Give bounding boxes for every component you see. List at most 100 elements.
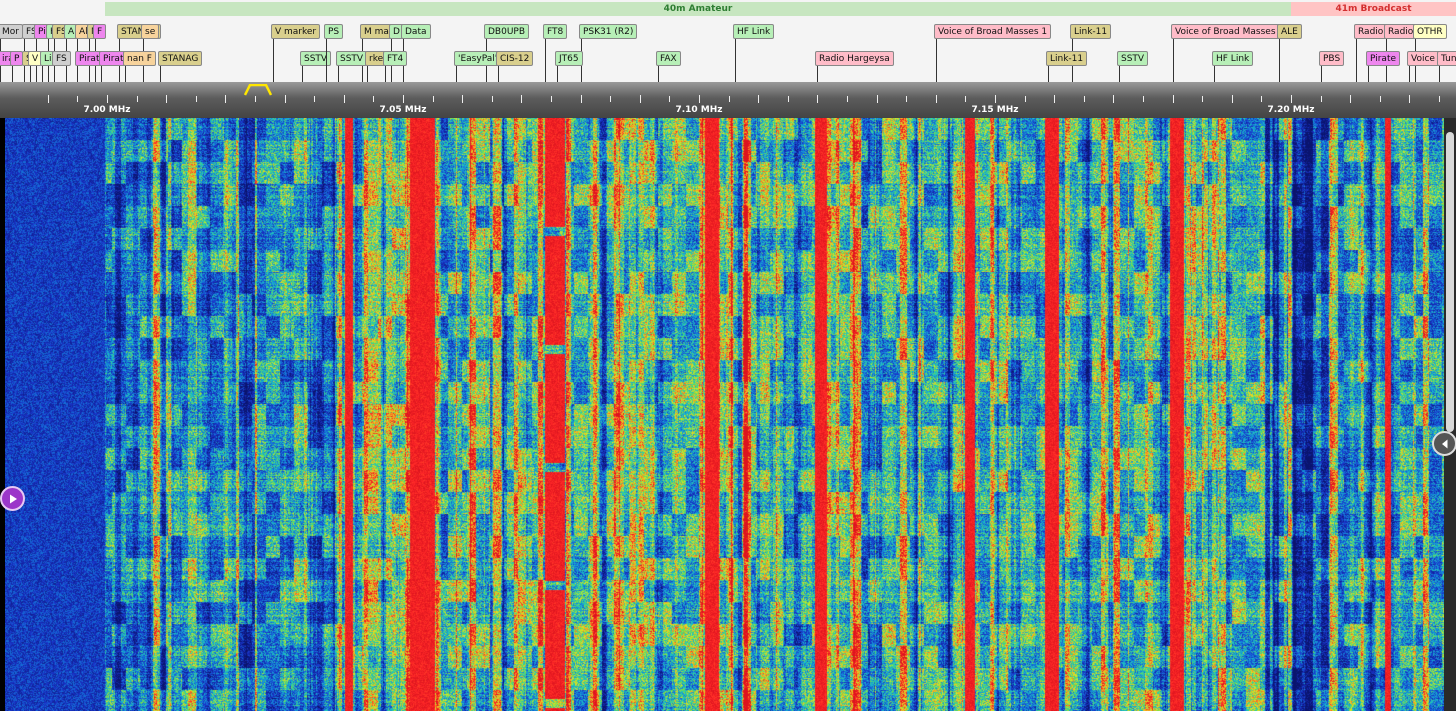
scale-tick (1173, 95, 1174, 103)
scale-tick (521, 95, 522, 103)
scale-tick (77, 96, 78, 102)
station-labels: MorFSPirHFFSAAlMFSTANAGseiraPSVLiFSPirat… (0, 18, 1456, 82)
station-label-stanag[interactable]: STANAG (158, 51, 203, 66)
station-label-easypal[interactable]: 'EasyPal' (454, 51, 502, 66)
scale-tick (847, 96, 848, 102)
station-marker-line (0, 65, 1, 82)
scale-tick (817, 95, 818, 103)
band-bar: 40m Amateur 41m Broadcast (0, 0, 1456, 18)
scale-tick (166, 95, 167, 103)
station-marker-line (1279, 38, 1280, 82)
scrollbar-thumb[interactable] (1446, 132, 1454, 432)
scale-tick (965, 96, 966, 102)
passband-indicator[interactable] (244, 84, 272, 96)
scale-tick (433, 96, 434, 102)
station-marker-line (30, 65, 31, 82)
scale-tick (1439, 96, 1440, 102)
station-label-ale[interactable]: ALE (1277, 24, 1302, 39)
station-marker-line (273, 38, 274, 82)
scale-tick (225, 95, 226, 103)
play-button[interactable] (0, 486, 25, 511)
station-marker-line (1173, 38, 1174, 82)
station-label-data[interactable]: Data (401, 24, 431, 39)
scale-tick (788, 96, 789, 102)
scale-tick (581, 95, 582, 103)
station-marker-line (1356, 38, 1357, 82)
station-label-hf-link[interactable]: HF Link (733, 24, 775, 39)
scale-tick (1202, 96, 1203, 102)
station-label-db0upb[interactable]: DB0UPB (484, 24, 530, 39)
scale-tick (669, 96, 670, 102)
scale-tick (1380, 96, 1381, 102)
waterfall-display[interactable] (0, 118, 1456, 711)
station-label-jt65[interactable]: JT65 (555, 51, 583, 66)
scale-tick (344, 95, 345, 103)
station-label-pirate[interactable]: Pirate (1366, 51, 1401, 66)
chevron-left-circle-icon (1441, 439, 1447, 448)
station-label-sstv[interactable]: SSTV (300, 51, 332, 66)
station-label-psk31-r2[interactable]: PSK31 (R2) (579, 24, 638, 39)
scale-tick (936, 95, 937, 103)
station-label-sstv[interactable]: SSTV (1117, 51, 1149, 66)
station-marker-line (817, 65, 818, 82)
scale-tick (1084, 96, 1085, 102)
station-label-link-11[interactable]: Link-11 (1046, 51, 1088, 66)
station-marker-line (735, 38, 736, 82)
station-label-ft4[interactable]: FT4 (383, 51, 408, 66)
station-marker-line (1368, 65, 1369, 82)
station-label-f[interactable]: F (93, 24, 107, 39)
scale-tick (255, 96, 256, 102)
station-label-tun-rac-tv[interactable]: Tun Rac TV (1437, 51, 1456, 66)
scale-tick (196, 96, 197, 102)
band-40m-amateur[interactable]: 40m Amateur (105, 2, 1291, 16)
station-marker-line (24, 65, 25, 82)
station-marker-line (1119, 65, 1120, 82)
station-label-ft8[interactable]: FT8 (543, 24, 568, 39)
collapse-panel-button[interactable] (1432, 431, 1456, 456)
station-label-sstv[interactable]: SSTV (336, 51, 368, 66)
station-label-voice-of-broad-masses-1[interactable]: Voice of Broad Masses 1 (934, 24, 1052, 39)
band-41m-broadcast[interactable]: 41m Broadcast (1291, 2, 1456, 16)
waterfall-scrollbar[interactable] (1444, 118, 1456, 711)
station-label-link-11[interactable]: Link-11 (1070, 24, 1112, 39)
scale-tick (1113, 95, 1114, 103)
station-label-fs[interactable]: FS (52, 51, 71, 66)
station-label-voice-of-broad-masses-2[interactable]: Voice of Broad Masses 2 (1171, 24, 1289, 39)
station-label-radio-hargeysa[interactable]: Radio Hargeysa (815, 51, 894, 66)
station-label-nan-f[interactable]: nan F (123, 51, 156, 66)
station-label-radio[interactable]: Radio (1354, 24, 1388, 39)
station-label-v-marker[interactable]: V marker (271, 24, 321, 39)
station-label-othr[interactable]: OTHR (1413, 24, 1447, 39)
station-marker-line (367, 65, 368, 82)
station-marker-line (77, 65, 78, 82)
scale-tick (48, 95, 49, 103)
scale-tick (1143, 96, 1144, 102)
station-label-ps[interactable]: PS (324, 24, 344, 39)
station-label-mor[interactable]: Mor (0, 24, 23, 39)
station-marker-line (658, 65, 659, 82)
station-label-hf-link[interactable]: HF Link (1212, 51, 1254, 66)
waterfall-left-edge (0, 118, 5, 711)
scale-tick (462, 95, 463, 103)
frequency-scale[interactable]: 7.00 MHz 7.05 MHz 7.10 MHz 7.15 MHz 7.20 MHz (0, 82, 1456, 118)
station-marker-line (1409, 65, 1410, 82)
station-marker-line (302, 65, 303, 82)
station-label-fax[interactable]: FAX (656, 51, 681, 66)
station-marker-line (1214, 65, 1215, 82)
station-marker-line (125, 65, 126, 82)
scale-tick (285, 95, 286, 103)
station-label-se[interactable]: se (141, 24, 160, 39)
scale-label: 7.05 MHz (379, 105, 427, 115)
station-label-pbs[interactable]: PBS (1319, 51, 1345, 66)
station-marker-line (338, 65, 339, 82)
station-label-cis-12[interactable]: CIS-12 (496, 51, 534, 66)
scale-tick (699, 95, 700, 103)
scale-tick (1409, 95, 1410, 103)
station-marker-line (54, 65, 55, 82)
station-marker-line (1439, 65, 1440, 82)
station-marker-line (42, 65, 43, 82)
scale-tick (610, 96, 611, 102)
scale-tick (906, 96, 907, 102)
scale-tick (729, 96, 730, 102)
scale-label: 7.20 MHz (1267, 105, 1315, 115)
